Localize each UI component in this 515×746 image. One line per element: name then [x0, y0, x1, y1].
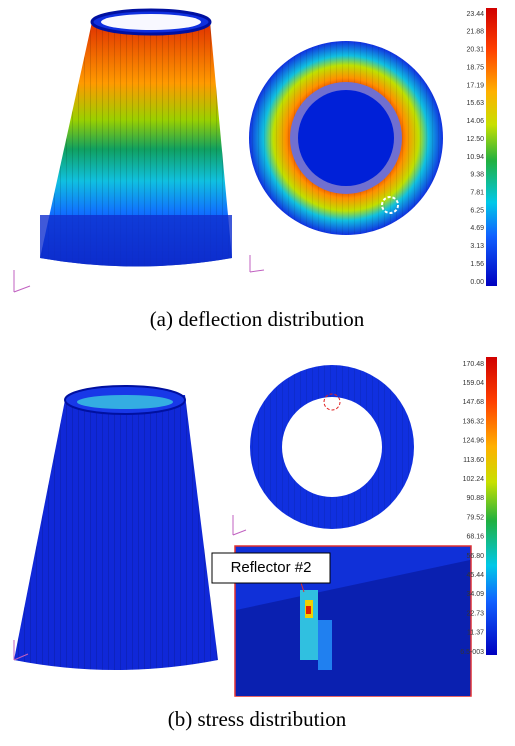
colorbar-label: 20.31	[466, 47, 484, 54]
colorbar-label: 45.44	[466, 572, 484, 579]
caption: (a) deflection distribution	[150, 307, 365, 331]
colorbar-label: 18.75	[466, 64, 484, 71]
colorbar-label: 124.96	[463, 438, 485, 445]
colorbar-label: 68.16	[466, 534, 484, 541]
colorbar-label: 113.60	[463, 457, 484, 464]
stress-cone	[14, 386, 218, 670]
colorbar-label: 136.32	[463, 418, 485, 425]
colorbar-label: 6.25	[470, 207, 484, 214]
colorbar	[486, 357, 497, 655]
deflection-cone	[40, 10, 232, 267]
colorbar-label: 12.50	[466, 136, 484, 143]
colorbar-label: 102.24	[463, 476, 485, 483]
colorbar-label: 34.09	[466, 591, 484, 598]
colorbar-label: 23.44	[466, 11, 484, 18]
colorbar-label: 159.04	[463, 380, 485, 387]
caption: (b) stress distribution	[168, 707, 347, 731]
colorbar-label: 22.73	[466, 610, 484, 617]
figure: 23.44 21.88 20.31 18.75 17.19 15.63 14.06 12.50…	[0, 0, 515, 746]
colorbar-labels: 23.44 21.88 20.31 18.75 17.19 15.63 14.06 12.50…	[466, 11, 484, 286]
colorbar-label: 79.52	[466, 514, 484, 521]
deflection-disc	[249, 41, 443, 235]
colorbar-label: 9.38	[470, 172, 484, 179]
stress-disc	[250, 365, 414, 529]
colorbar-label: 17.19	[466, 82, 484, 89]
colorbar-label: 15.63	[466, 100, 484, 107]
colorbar-label: 10.94	[466, 154, 484, 161]
colorbar-label: 90.88	[466, 495, 484, 502]
colorbar-label: 11.37	[467, 630, 484, 637]
colorbar-label: 7.81	[470, 190, 484, 197]
colorbar-label: 14.06	[466, 118, 484, 125]
colorbar-label: 56.80	[466, 553, 484, 560]
colorbar-label: 3.13	[470, 243, 484, 250]
colorbar-label: 170.48	[463, 361, 485, 368]
colorbar-label: 1.56	[470, 261, 484, 268]
colorbar-label: 0.00	[470, 279, 484, 286]
colorbar-label: 6.5-003	[460, 649, 484, 656]
colorbar-label: 4.69	[470, 225, 484, 232]
colorbar	[486, 8, 497, 286]
colorbar-label: 21.88	[466, 29, 484, 36]
colorbar-label: 147.68	[463, 399, 485, 406]
inset-label: Reflector #2	[231, 559, 312, 576]
